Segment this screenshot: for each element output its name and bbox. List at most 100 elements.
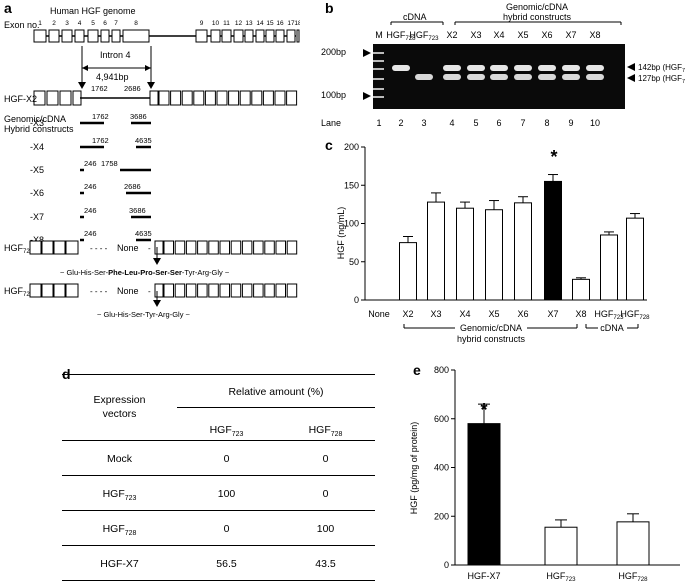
table-row-rule xyxy=(62,440,375,441)
hgf723-name: HGF723 xyxy=(4,286,34,298)
construct-exon-box xyxy=(251,90,263,106)
construct-exon-box xyxy=(286,90,298,106)
table-col0-header-1: Expression xyxy=(93,394,146,406)
table-cell-hgf723: 0 xyxy=(223,523,230,535)
construct-exon-box xyxy=(274,90,286,106)
exon-number: 17 xyxy=(287,20,295,27)
cdna-exon-box xyxy=(197,240,208,255)
gel-lane-header: X5 xyxy=(517,30,528,40)
gel-lane-number: 9 xyxy=(568,118,573,128)
construct-left-size: 246 xyxy=(84,159,97,168)
cdna-exon-box xyxy=(185,240,197,255)
table-cell-vector: HGF-X7 xyxy=(100,558,139,570)
hgf728-arrowhead xyxy=(153,258,161,265)
chart-e-xlabels: HGF-X7 HGF723 HGF728 xyxy=(467,571,648,583)
seq723: ~ Glu-His-Ser-Tyr-Arg-Gly ~ xyxy=(97,310,191,319)
table-group-rule xyxy=(177,407,375,408)
gel-lane-number: 10 xyxy=(590,118,600,128)
construct-name: HGF-X2 xyxy=(4,94,37,104)
gel-lane-number: 1 xyxy=(376,118,381,128)
cdna-exon-box xyxy=(230,283,242,298)
exon-box xyxy=(111,29,121,43)
cdna-exon-box xyxy=(154,240,164,255)
y-tick-label: 100 xyxy=(344,219,359,229)
y-tick-label: 400 xyxy=(434,463,449,473)
gel-band-142 xyxy=(490,65,508,71)
table-col1-header: HGF723 xyxy=(177,424,276,438)
exon-number: 1 xyxy=(38,20,42,27)
exon-box xyxy=(195,29,208,43)
exon-number: 7 xyxy=(114,20,118,27)
exon-box xyxy=(233,29,244,43)
x-tick-label: HGF728 xyxy=(618,571,648,583)
cdna-exon-box xyxy=(53,240,66,255)
exon-number: 3 xyxy=(65,20,69,27)
band-127-label: 127bp (HGF723) xyxy=(638,74,685,85)
gel-band-142 xyxy=(467,65,485,71)
gel-band-127 xyxy=(538,74,556,80)
table-cell-vector: Mock xyxy=(106,453,133,465)
table-col1-header-sub: 723 xyxy=(231,431,244,439)
table-cell-hgf723: 0 xyxy=(223,453,230,465)
bar xyxy=(399,242,417,301)
x-tick-label: X6 xyxy=(517,309,528,319)
y-tick-label: 0 xyxy=(354,295,359,305)
cdna-exon-box xyxy=(208,240,219,255)
hgf728-boxes xyxy=(29,240,298,255)
marker-200-arrow xyxy=(363,49,371,57)
chart-c-star: * xyxy=(550,147,557,167)
cdna-exon-box xyxy=(253,283,264,298)
gel-lane-number: 7 xyxy=(520,118,525,128)
construct-right-size: 4635 xyxy=(135,229,152,238)
construct-right-size: 2686 xyxy=(124,182,141,191)
gel-lane-header: X7 xyxy=(565,30,576,40)
table-cell-hgf728: 43.5 xyxy=(315,558,336,570)
cdna-exon-box xyxy=(41,240,54,255)
exon-box xyxy=(244,29,254,43)
exon-number: 5 xyxy=(91,20,95,27)
table-col-group-header: Relative amount (%) xyxy=(228,386,324,398)
bar xyxy=(544,526,578,566)
exon-number: 10 xyxy=(212,20,220,27)
exon-number: 8 xyxy=(134,20,138,27)
gel-marker-band xyxy=(373,96,384,98)
gel-lane-header: HGF728 xyxy=(386,30,416,42)
exon-box xyxy=(33,29,47,43)
exon-number: 14 xyxy=(256,20,264,27)
construct-right-size: 3686 xyxy=(129,206,146,215)
construct-right-size: 1758 xyxy=(101,159,118,168)
cdna-exon-box xyxy=(174,283,186,298)
bar xyxy=(572,278,590,301)
gel-band-142 xyxy=(562,65,580,71)
table-bottom-rule xyxy=(62,580,375,581)
cdna-exon-box xyxy=(286,240,298,255)
chart-e-star: * xyxy=(480,400,487,420)
gel-band-127 xyxy=(467,74,485,80)
exon-number: 16 xyxy=(276,20,284,27)
cdna-exon-box xyxy=(253,240,264,255)
cdna-exon-box xyxy=(219,283,230,298)
hgf723-dash-right: - xyxy=(148,287,151,296)
table-row-rule xyxy=(62,510,375,511)
construct-exon-box xyxy=(46,90,59,106)
marker-100: 100bp xyxy=(321,90,346,100)
exon-box xyxy=(275,29,285,43)
gel-bands xyxy=(373,52,604,98)
cdna-exon-box xyxy=(264,283,275,298)
y-tick-label: 50 xyxy=(349,257,359,267)
panel-label-a: a xyxy=(4,0,12,16)
cdna-exon-box xyxy=(41,283,54,298)
y-tick-label: 200 xyxy=(344,142,359,152)
table-col2-header-text: HGF xyxy=(308,424,331,436)
bar xyxy=(485,209,503,301)
construct-right-size: 4635 xyxy=(135,136,152,145)
constructs-label-1: Genomic/cDNA xyxy=(4,114,67,124)
gel-group-cdna: cDNA xyxy=(403,12,427,22)
exon-number: 12 xyxy=(235,20,243,27)
gel-lane-number: 6 xyxy=(496,118,501,128)
panel-b-gel-figure: cDNA Genomic/cDNA hybrid constructs M HGF… xyxy=(321,2,685,128)
gel-band-142 xyxy=(443,65,461,71)
bar xyxy=(626,217,644,301)
table-col0-header-2: vectors xyxy=(102,408,137,420)
